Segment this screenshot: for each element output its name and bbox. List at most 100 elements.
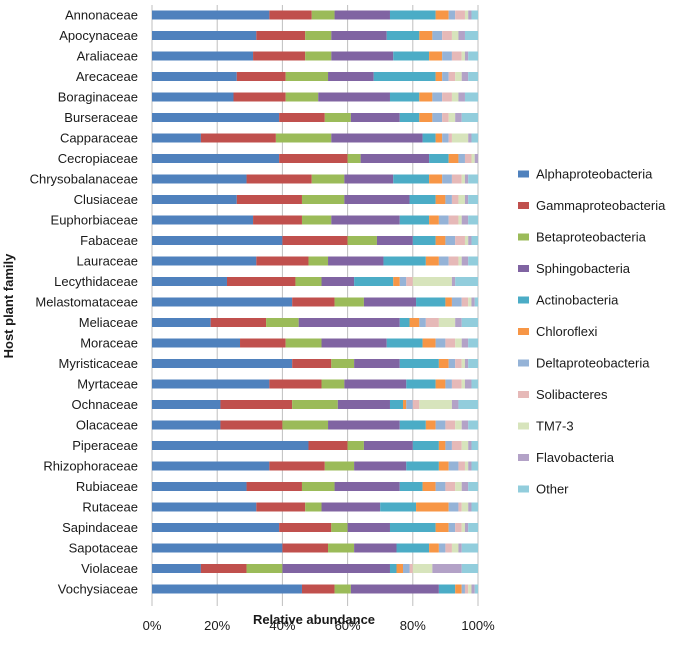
- bar-segment: [347, 523, 390, 532]
- bar-segment: [468, 359, 478, 368]
- bar-segment: [451, 92, 459, 102]
- bar-segment: [461, 564, 478, 573]
- bar-segment: [152, 482, 247, 491]
- bar-segment: [461, 584, 465, 594]
- bar-segment: [464, 523, 469, 532]
- bar-segment: [269, 10, 312, 20]
- bar-segment: [233, 92, 286, 102]
- bar-segment: [354, 461, 407, 471]
- bar-segment: [445, 236, 456, 245]
- bar-segment: [461, 543, 478, 553]
- bar-segment: [468, 215, 478, 225]
- bar-segment: [468, 482, 478, 491]
- bar-segment: [347, 154, 361, 163]
- family-label: Boraginaceae: [58, 90, 138, 105]
- bar-segment: [468, 72, 478, 81]
- bar-segment: [266, 318, 299, 327]
- bar-segment: [380, 502, 417, 512]
- bar-segment: [445, 441, 452, 450]
- bar-segment: [256, 256, 309, 266]
- bar-segment: [393, 174, 430, 184]
- bar-segment: [435, 72, 443, 81]
- bar-segment: [438, 584, 456, 594]
- bar-segment: [373, 72, 436, 81]
- legend-swatch: [518, 170, 529, 178]
- bar-segment: [350, 113, 400, 122]
- bar-segment: [399, 215, 430, 225]
- bar-segment: [419, 92, 433, 102]
- bar-segment: [376, 236, 413, 245]
- bar-segment: [438, 215, 449, 225]
- bar-segment: [308, 441, 348, 450]
- bar-segment: [471, 379, 478, 389]
- family-label: Violaceae: [81, 561, 138, 576]
- bar-segment: [396, 543, 430, 553]
- bar-segment: [461, 441, 469, 450]
- bar-segment: [409, 195, 436, 204]
- bar-segment: [152, 543, 283, 553]
- bar-segment: [435, 420, 446, 430]
- bar-segment: [416, 297, 446, 307]
- x-tick-labels: 0% 20% 40% 60% 80% 100%: [143, 618, 495, 633]
- bar-segment: [468, 441, 472, 450]
- bar-segment: [152, 318, 211, 327]
- x-axis-title: Relative abundance: [253, 612, 375, 627]
- bar-segment: [246, 564, 283, 573]
- bar-segment: [458, 256, 462, 266]
- bar-segment: [471, 441, 478, 450]
- bar-segment: [471, 133, 478, 143]
- bar-segment: [435, 10, 449, 20]
- x-tick-label: 100%: [461, 618, 495, 633]
- bar-segment: [471, 10, 478, 20]
- bar-segment: [282, 564, 390, 573]
- bar-segment: [445, 420, 456, 430]
- bar-segment: [432, 31, 443, 40]
- bar-segment: [246, 174, 312, 184]
- bar-segment: [152, 51, 254, 61]
- family-labels: Annonaceae Apocynaceae Araliaceae Arecaceae…: [30, 8, 138, 597]
- bar-segment: [445, 297, 452, 307]
- bar-segment: [425, 318, 439, 327]
- bar-segment: [445, 338, 456, 348]
- bar-segment: [451, 441, 462, 450]
- bar-segment: [458, 502, 462, 512]
- bar-segment: [240, 338, 286, 348]
- legend-label: Sphingobacteria: [536, 261, 631, 276]
- legend-label: Deltaproteobacteria: [536, 356, 650, 371]
- bar-segment: [451, 195, 459, 204]
- bar-segment: [474, 584, 478, 594]
- bar-segment: [331, 523, 348, 532]
- bar-segment: [438, 441, 446, 450]
- bar-segment: [363, 441, 413, 450]
- bar-segment: [226, 277, 296, 286]
- bar-segment: [464, 236, 469, 245]
- legend-label: Betaproteobacteria: [536, 230, 647, 245]
- bar-segment: [152, 277, 227, 286]
- bar-segment: [455, 523, 462, 532]
- bar-segment: [455, 359, 462, 368]
- bar-segment: [451, 297, 462, 307]
- bar-segment: [409, 564, 413, 573]
- bar-segment: [455, 482, 462, 491]
- bar-segment: [331, 133, 423, 143]
- bar-segment: [464, 359, 469, 368]
- bar-segment: [458, 461, 465, 471]
- bar-segment: [152, 400, 221, 409]
- bar-segment: [416, 502, 449, 512]
- bar-segment: [468, 195, 478, 204]
- bar-segment: [331, 51, 394, 61]
- bar-segment: [311, 10, 335, 20]
- bar-segment: [324, 113, 351, 122]
- family-label: Sapotaceae: [69, 541, 138, 556]
- bar-segment: [419, 318, 426, 327]
- bar-segment: [435, 195, 446, 204]
- bar-segment: [305, 502, 322, 512]
- bar-segment: [236, 195, 302, 204]
- bar-segment: [389, 10, 436, 20]
- bar-segment: [347, 236, 377, 245]
- bar-segment: [344, 379, 407, 389]
- family-label: Piperaceae: [72, 438, 138, 453]
- bar-segment: [448, 133, 452, 143]
- bar-segment: [386, 338, 423, 348]
